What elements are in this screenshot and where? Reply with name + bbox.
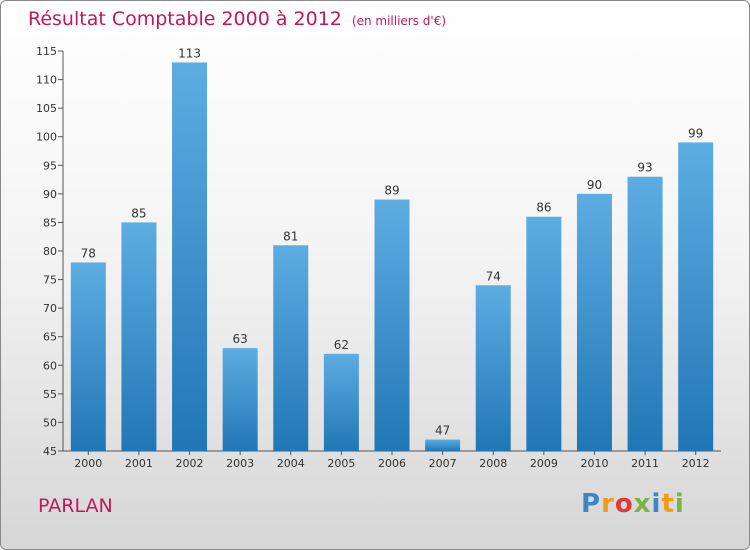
bar xyxy=(121,222,157,451)
data-label: 62 xyxy=(334,338,349,352)
bar xyxy=(222,348,258,451)
logo-letter: P xyxy=(581,489,602,519)
x-tick-label: 2004 xyxy=(277,457,305,470)
data-label: 89 xyxy=(384,184,399,198)
data-label: 74 xyxy=(486,269,501,283)
logo-letter: i xyxy=(651,489,662,519)
x-tick-label: 2000 xyxy=(74,457,102,470)
x-tick-label: 2007 xyxy=(429,457,457,470)
bar xyxy=(627,176,663,451)
bar xyxy=(374,199,410,451)
bar xyxy=(172,62,208,452)
data-label: 85 xyxy=(131,206,146,220)
chart-title-text: Résultat Comptable 2000 à 2012 xyxy=(28,8,342,30)
data-label: 47 xyxy=(435,424,450,438)
bar xyxy=(323,353,359,451)
x-tick-label: 2001 xyxy=(125,457,153,470)
data-label: 63 xyxy=(233,332,248,346)
bar xyxy=(475,285,511,451)
x-axis: 2000 2001 2002 2003 2004 2005 2006 2007 2008 2009… xyxy=(74,451,710,470)
y-tick-label: 100 xyxy=(36,131,57,144)
y-tick-label: 110 xyxy=(36,74,57,87)
data-labels: 78 85 113 63 81 62 89 47 74 86 90 93 99 xyxy=(81,46,704,437)
x-tick-label: 2006 xyxy=(378,457,406,470)
bar xyxy=(425,439,461,451)
data-label: 93 xyxy=(637,161,652,175)
logo-letter: t xyxy=(661,489,675,519)
y-tick-label: 65 xyxy=(43,331,57,344)
x-tick-label: 2008 xyxy=(479,457,507,470)
x-tick-label: 2005 xyxy=(327,457,355,470)
logo-letter: r xyxy=(601,489,615,519)
data-label: 113 xyxy=(178,46,201,60)
y-tick-label: 85 xyxy=(43,216,57,229)
y-tick-label: 80 xyxy=(43,245,57,258)
x-tick-label: 2003 xyxy=(226,457,254,470)
y-tick-label: 60 xyxy=(43,359,57,372)
commune-name: PARLAN xyxy=(38,495,113,517)
y-tick-label: 45 xyxy=(43,445,57,458)
logo-letter: i xyxy=(674,489,685,519)
chart-unit: (en milliers d'€) xyxy=(351,14,447,28)
bars xyxy=(70,62,714,452)
data-label: 81 xyxy=(283,229,298,243)
x-tick-label: 2002 xyxy=(176,457,204,470)
y-tick-label: 75 xyxy=(43,274,57,287)
y-tick-label: 70 xyxy=(43,302,57,315)
data-label: 99 xyxy=(688,126,703,140)
logo-letter: o xyxy=(614,489,634,519)
y-tick-label: 50 xyxy=(43,416,57,429)
logo-letter: x xyxy=(633,489,652,519)
y-tick-label: 105 xyxy=(36,102,57,115)
bar xyxy=(678,142,714,451)
y-tick-label: 115 xyxy=(36,45,57,58)
y-tick-label: 95 xyxy=(43,159,57,172)
data-label: 90 xyxy=(587,178,602,192)
x-tick-label: 2012 xyxy=(682,457,710,470)
x-tick-label: 2011 xyxy=(631,457,659,470)
chart-title: Résultat Comptable 2000 à 2012 (en millie… xyxy=(28,8,446,30)
bar xyxy=(70,262,106,451)
bar xyxy=(526,216,562,451)
x-tick-label: 2009 xyxy=(530,457,558,470)
x-tick-label: 2010 xyxy=(580,457,608,470)
y-tick-label: 55 xyxy=(43,388,57,401)
proxiti-logo[interactable]: Proxiti xyxy=(581,489,685,519)
bar xyxy=(273,245,309,451)
y-tick-label: 90 xyxy=(43,188,57,201)
bar xyxy=(576,193,612,451)
data-label: 86 xyxy=(536,201,551,215)
data-label: 78 xyxy=(81,246,96,260)
